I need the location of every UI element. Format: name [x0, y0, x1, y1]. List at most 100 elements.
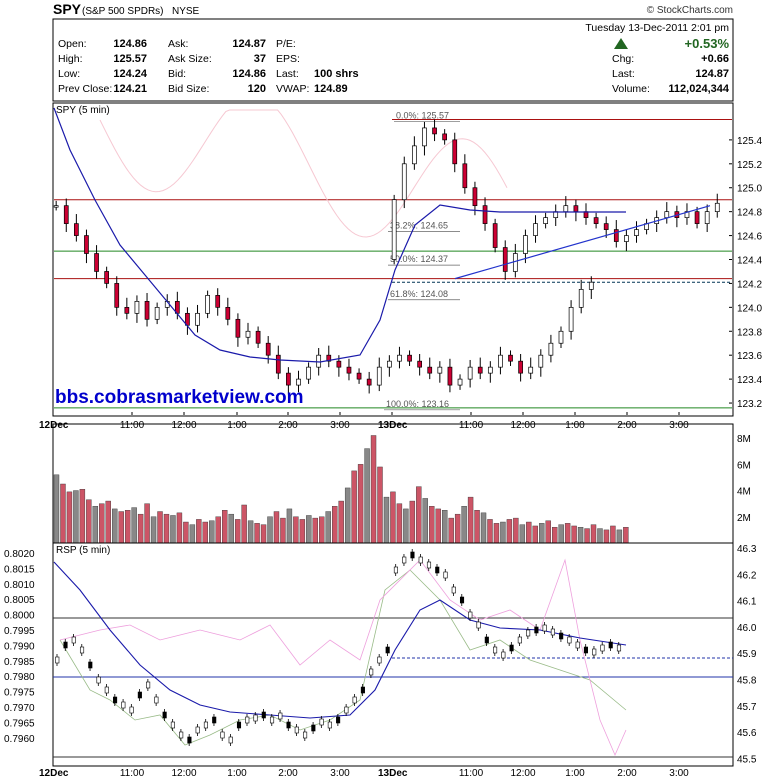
- volume-bar: [448, 517, 454, 544]
- rsp-candle: [294, 726, 299, 734]
- candle: [548, 342, 554, 356]
- candle: [205, 295, 210, 314]
- rsp-candle: [435, 566, 440, 574]
- x-tick-label: 12:00: [510, 420, 535, 431]
- price-panel-title: SPY (5 min): [56, 105, 110, 116]
- volume-bar: [157, 511, 163, 544]
- rsp-candle: [608, 641, 613, 649]
- rsp-left-tick: 0.8005: [4, 595, 35, 606]
- rsp-candle: [104, 686, 109, 694]
- rsp-x-tick-label: 2:00: [278, 768, 298, 779]
- candle: [523, 235, 528, 254]
- volume-bar: [409, 500, 416, 544]
- volume-bar: [429, 506, 435, 544]
- candle: [528, 366, 534, 374]
- rsp-candle: [369, 668, 374, 676]
- candle: [694, 211, 700, 224]
- quote-label: Ask Size:: [168, 53, 212, 65]
- volume-bar: [118, 511, 124, 544]
- quote-label: Open:: [58, 38, 87, 50]
- volume-bar: [396, 503, 403, 544]
- rsp-candle: [113, 696, 118, 704]
- volume-bar: [286, 508, 293, 544]
- volume-bar: [454, 513, 461, 544]
- volume-bar: [551, 527, 558, 544]
- rsp-candle: [63, 641, 68, 649]
- rsp-candle: [121, 701, 126, 709]
- rsp-x-tick-label: 12Dec: [39, 768, 69, 779]
- quote-value: +0.66: [701, 53, 729, 65]
- candle: [376, 366, 382, 386]
- candle: [387, 360, 392, 368]
- quote-value: 124.86: [232, 68, 266, 80]
- rsp-candle: [385, 646, 390, 654]
- quote-value: 125.57: [113, 53, 147, 65]
- volume-panel: [52, 423, 734, 545]
- candle: [336, 360, 342, 368]
- rsp-candle: [137, 691, 142, 699]
- quote-label: Chg:: [612, 53, 634, 65]
- x-tick-label: 2:00: [278, 420, 298, 431]
- rsp-candle: [616, 644, 622, 652]
- volume-bar: [170, 515, 176, 544]
- candle: [502, 247, 508, 272]
- rsp-pink-line: [59, 558, 627, 757]
- quote-value: 100 shrs: [314, 68, 359, 80]
- rsp-candle: [443, 571, 448, 579]
- candle: [613, 229, 619, 242]
- quote-value: 124.89: [314, 83, 348, 95]
- candle: [624, 235, 629, 242]
- volume-bar: [260, 524, 267, 544]
- rsp-candle: [179, 731, 184, 739]
- candle: [215, 295, 221, 308]
- y-tick-label: 125.4: [737, 136, 762, 147]
- y-tick-label: 123.2: [737, 399, 762, 410]
- volume-bar: [215, 516, 221, 544]
- volume-bar: [390, 491, 396, 544]
- rsp-left-tick: 0.8015: [4, 564, 35, 575]
- quote-value: 112,024,344: [668, 83, 729, 95]
- symbol-name: (S&P 500 SPDRs): [82, 6, 164, 17]
- volume-bar: [319, 516, 325, 544]
- candle: [487, 366, 493, 374]
- quote-value: 124.86: [113, 38, 147, 50]
- volume-bar: [293, 516, 299, 544]
- volume-bar: [273, 511, 280, 544]
- copyright: © StockCharts.com: [647, 5, 733, 16]
- volume-bar: [383, 496, 390, 544]
- rsp-left-tick: 0.7990: [4, 641, 35, 652]
- rsp-candle: [319, 718, 324, 726]
- candle: [538, 354, 544, 368]
- candle: [578, 289, 584, 308]
- candle: [714, 202, 720, 213]
- candle: [235, 318, 241, 338]
- quote-label: Prev Close:: [58, 83, 112, 95]
- volume-bar: [280, 517, 286, 544]
- quote-value: 37: [254, 53, 266, 65]
- y-tick-label: 125.2: [737, 160, 762, 171]
- volume-bar: [209, 520, 215, 544]
- candle: [603, 223, 609, 230]
- volume-bar: [222, 510, 228, 544]
- rsp-candle: [220, 731, 225, 739]
- candle: [704, 211, 710, 224]
- candle: [306, 366, 311, 380]
- rsp-candle: [567, 636, 572, 644]
- rsp-candle: [402, 556, 407, 564]
- volume-bar: [53, 474, 60, 544]
- volume-bar: [590, 524, 597, 544]
- quote-label: Low:: [58, 68, 80, 80]
- candle: [391, 199, 397, 260]
- rsp-x-tick-label: 12:00: [171, 768, 196, 779]
- fib-label: 38.2%: 124.65: [390, 221, 448, 231]
- volume-bar: [435, 508, 441, 544]
- quote-label: Last:: [612, 68, 635, 80]
- candle: [316, 354, 322, 368]
- watermark: bbs.cobrasmarketview.com: [55, 387, 304, 408]
- candle: [104, 271, 110, 284]
- rsp-candle: [352, 696, 357, 704]
- candle: [154, 306, 160, 320]
- rsp-left-tick: 0.7980: [4, 672, 35, 683]
- rsp-left-tick: 0.8000: [4, 611, 35, 622]
- volume-bar: [526, 521, 532, 544]
